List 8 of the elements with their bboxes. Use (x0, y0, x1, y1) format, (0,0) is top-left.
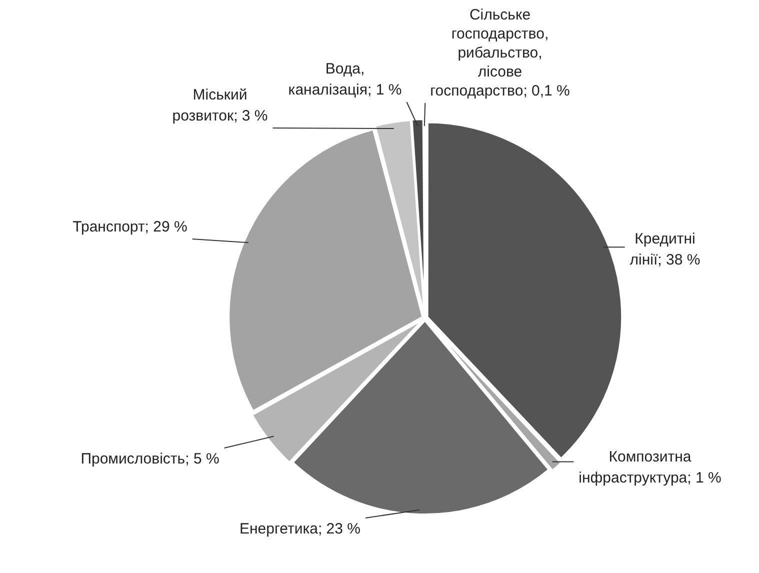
slice-label: Сільське господарство, рибальство, лісове господарство; 0,1 % (430, 6, 570, 100)
slice-label: Міський розвиток; 3 % (172, 86, 268, 125)
slice-label: Композитна інфраструктура; 1 % (578, 448, 722, 487)
slice-label: Енергетика; 23 % (240, 520, 360, 538)
slice-label: Промисловість; 5 % (80, 450, 220, 468)
slice-label: Транспорт; 29 % (72, 218, 188, 236)
slice-label: Кредитні лінії; 38 % (630, 230, 700, 269)
slice-label: Вода, каналізація; 1 % (288, 60, 402, 99)
